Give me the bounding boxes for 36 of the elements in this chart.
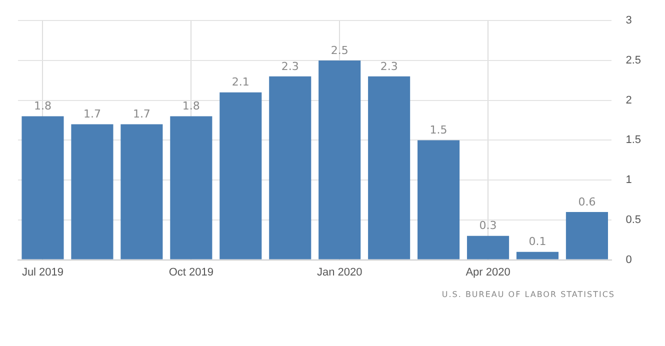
bar — [170, 116, 212, 260]
y-tick-label: 0 — [626, 254, 632, 266]
data-label: 2.5 — [330, 44, 348, 57]
bar — [22, 116, 64, 260]
x-tick-label: Oct 2019 — [168, 266, 214, 278]
data-label: 0.1 — [528, 235, 546, 248]
y-tick-label: 0.5 — [626, 214, 642, 226]
x-tick-label: Apr 2020 — [466, 266, 510, 278]
bar — [368, 76, 410, 260]
data-label: 1.8 — [182, 100, 200, 113]
data-label: 2.1 — [232, 76, 250, 89]
bar — [566, 212, 608, 260]
data-label: 1.7 — [83, 108, 101, 121]
text: U.S. BUREAU OF LABOR STATISTICS — [442, 290, 615, 299]
bar — [220, 92, 262, 260]
data-label: 2.3 — [281, 60, 299, 73]
data-label: 1.7 — [132, 108, 150, 121]
x-tick-label: Jan 2020 — [316, 266, 362, 278]
x-tick-label: Jul 2019 — [22, 266, 64, 278]
bar — [466, 236, 510, 260]
data-label: 0.3 — [479, 219, 497, 232]
bar — [516, 252, 559, 260]
data-label: 1.5 — [430, 124, 448, 137]
data-label: 0.6 — [578, 195, 596, 208]
bar — [120, 124, 163, 260]
y-tick-label: 2.5 — [626, 54, 642, 66]
y-tick-label: 1 — [626, 174, 632, 186]
y-tick-label: 1.5 — [626, 134, 642, 146]
bar — [418, 140, 460, 260]
bar — [71, 124, 114, 260]
data-label: 2.3 — [380, 60, 398, 73]
data-label: 1.8 — [34, 100, 52, 113]
bar — [318, 60, 361, 260]
bar — [269, 76, 312, 260]
y-tick-label: 3 — [626, 14, 632, 27]
y-tick-label: 2 — [626, 94, 632, 106]
